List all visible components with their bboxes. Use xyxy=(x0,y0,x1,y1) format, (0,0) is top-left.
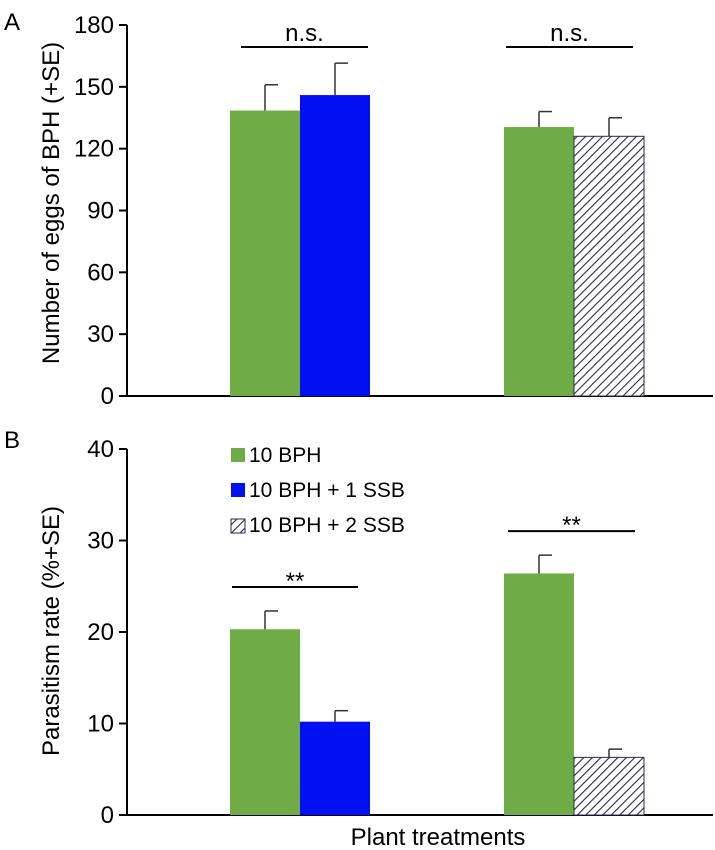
panel-a-significance-label-g1: n.s. xyxy=(285,20,324,47)
panel-a-y-axis-title: Number of eggs of BPH (+SE) xyxy=(38,42,65,364)
panel-b-bar-g1-10-bph-1-ssb xyxy=(300,721,370,815)
panel-a-letter: A xyxy=(4,9,20,36)
panel-a-bars: n.s. n.s. xyxy=(230,20,645,397)
legend-label-10-bph-2-ssb: 10 BPH + 2 SSB xyxy=(249,514,405,537)
panel-a-y-tick-label-150: 150 xyxy=(74,74,114,101)
panel-a-bar-g2-10-bph-2-ssb xyxy=(573,135,645,397)
panel-b-bar-g2-10-bph xyxy=(504,573,574,815)
panel-b-bars: ** ** xyxy=(230,512,645,816)
panel-a-y-tick-label-180: 180 xyxy=(74,12,114,39)
panel-b-y-tick-label-40: 40 xyxy=(87,436,114,463)
panel-a-y-tick-label-120: 120 xyxy=(74,136,114,163)
panel-a-bar-g2-10-bph xyxy=(504,127,574,397)
legend-swatch-10-bph-1-ssb xyxy=(231,483,245,497)
panel-b-y-tick-label-10: 10 xyxy=(87,711,114,738)
panel-b-significance-label-g2: ** xyxy=(562,512,581,539)
panel-b-bar-g2-10-bph-2-ssb xyxy=(573,756,645,816)
legend-swatch-10-bph xyxy=(231,448,245,462)
panel-a-significance-label-g2: n.s. xyxy=(550,20,589,47)
panel-a-y-ticks: 0 30 60 90 120 150 180 xyxy=(74,12,127,410)
legend: 10 BPH 10 BPH + 1 SSB 10 BPH + 2 SSB xyxy=(230,444,405,537)
panel-a: A Number of eggs of BPH (+SE) 0 30 60 90 120… xyxy=(4,9,713,410)
panel-b-bar-g1-10-bph xyxy=(230,629,300,815)
panel-b-y-ticks: 0 10 20 30 40 xyxy=(87,436,127,829)
panel-b-significance-label-g1: ** xyxy=(286,568,305,595)
panel-b-y-tick-label-30: 30 xyxy=(87,528,114,555)
panel-b: B Parasitism rate (%+SE) 0 10 20 30 40 **** … xyxy=(4,427,713,850)
panel-b-letter: B xyxy=(4,427,20,454)
panel-b-y-axis-title: Parasitism rate (%+SE) xyxy=(38,506,65,756)
panel-b-y-tick-label-20: 20 xyxy=(87,619,114,646)
panel-a-y-tick-label-90: 90 xyxy=(87,198,114,225)
panel-b-y-tick-label-0: 0 xyxy=(101,802,114,829)
legend-label-10-bph-1-ssb: 10 BPH + 1 SSB xyxy=(249,479,405,502)
panel-a-y-tick-label-30: 30 xyxy=(87,321,114,348)
legend-swatch-10-bph-2-ssb xyxy=(230,518,246,534)
panel-a-bar-g1-10-bph-1-ssb xyxy=(300,95,370,397)
panel-b-x-axis-title: Plant treatments xyxy=(351,824,526,850)
panel-a-bar-g1-10-bph xyxy=(230,110,300,397)
legend-label-10-bph: 10 BPH xyxy=(249,444,321,467)
panel-a-y-tick-label-60: 60 xyxy=(87,259,114,286)
panel-a-y-tick-label-0: 0 xyxy=(101,383,114,410)
